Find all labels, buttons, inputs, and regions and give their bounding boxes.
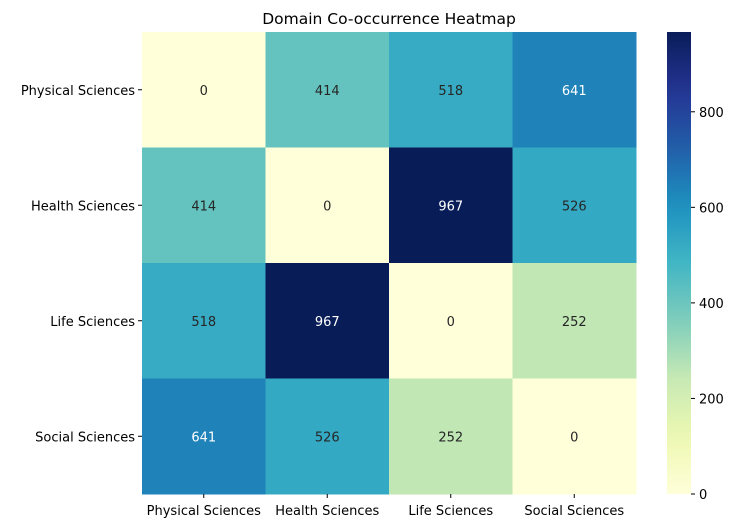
heatmap-cell	[142, 263, 266, 379]
heatmap-cell	[389, 378, 513, 495]
heatmap-cell	[142, 32, 266, 148]
cell-value-label: 0	[323, 199, 331, 214]
heatmap-cell	[512, 263, 637, 379]
cell-value-label: 518	[438, 84, 463, 99]
cell-value-label: 641	[191, 430, 216, 445]
cell-value-label: 641	[562, 84, 587, 99]
heatmap-cell	[265, 378, 390, 495]
heatmap-cell	[389, 32, 513, 148]
x-tick-label: Physical Sciences	[147, 504, 261, 519]
colorbar-tick-label: 600	[699, 201, 724, 216]
cell-value-label: 0	[447, 315, 455, 330]
colorbar-tick-label: 200	[699, 392, 724, 407]
cell-value-label: 0	[200, 84, 208, 99]
cell-value-label: 252	[562, 315, 587, 330]
heatmap-cell	[265, 263, 390, 379]
cell-value-label: 414	[315, 84, 340, 99]
colorbar-gradient	[667, 32, 691, 494]
heatmap-cell	[512, 32, 637, 148]
cell-value-label: 526	[315, 430, 340, 445]
heatmap-cell	[265, 32, 390, 148]
colorbar: 0 200 400 600 800	[667, 32, 724, 503]
heatmap-cell	[512, 378, 637, 495]
x-tick-label: Life Sciences	[408, 504, 493, 519]
heatmap-cell	[265, 147, 390, 264]
heatmap-cell	[142, 378, 266, 495]
colorbar-tick-label: 400	[699, 297, 724, 312]
x-tick-label: Health Sciences	[275, 504, 379, 519]
heatmap-cells: 0 414 518 641 414 0 967 526 518 967 0 252 641 526 252 0	[142, 32, 637, 495]
y-tick-label: Physical Sciences	[21, 84, 135, 99]
x-axis: Physical Sciences Health Sciences Life Sci…	[147, 494, 624, 519]
cell-value-label: 518	[191, 315, 216, 330]
cell-value-label: 252	[438, 430, 463, 445]
heatmap-cell	[389, 147, 513, 264]
cell-value-label: 414	[191, 199, 216, 214]
cell-value-label: 967	[315, 315, 340, 330]
heatmap-cell	[389, 263, 513, 379]
y-axis: Physical Sciences Health Sciences Life Sci…	[21, 84, 142, 445]
y-tick-label: Health Sciences	[31, 199, 135, 214]
heatmap-cell	[142, 147, 266, 264]
heatmap-cell	[512, 147, 637, 264]
cell-value-label: 0	[570, 430, 578, 445]
y-tick-label: Social Sciences	[35, 430, 135, 445]
cell-value-label: 967	[438, 199, 463, 214]
colorbar-tick-label: 800	[699, 106, 724, 121]
x-tick-label: Social Sciences	[524, 504, 624, 519]
cell-value-label: 526	[562, 199, 587, 214]
chart-title: Domain Co-occurrence Heatmap	[262, 10, 516, 28]
colorbar-tick-label: 0	[699, 488, 707, 503]
y-tick-label: Life Sciences	[50, 315, 135, 330]
